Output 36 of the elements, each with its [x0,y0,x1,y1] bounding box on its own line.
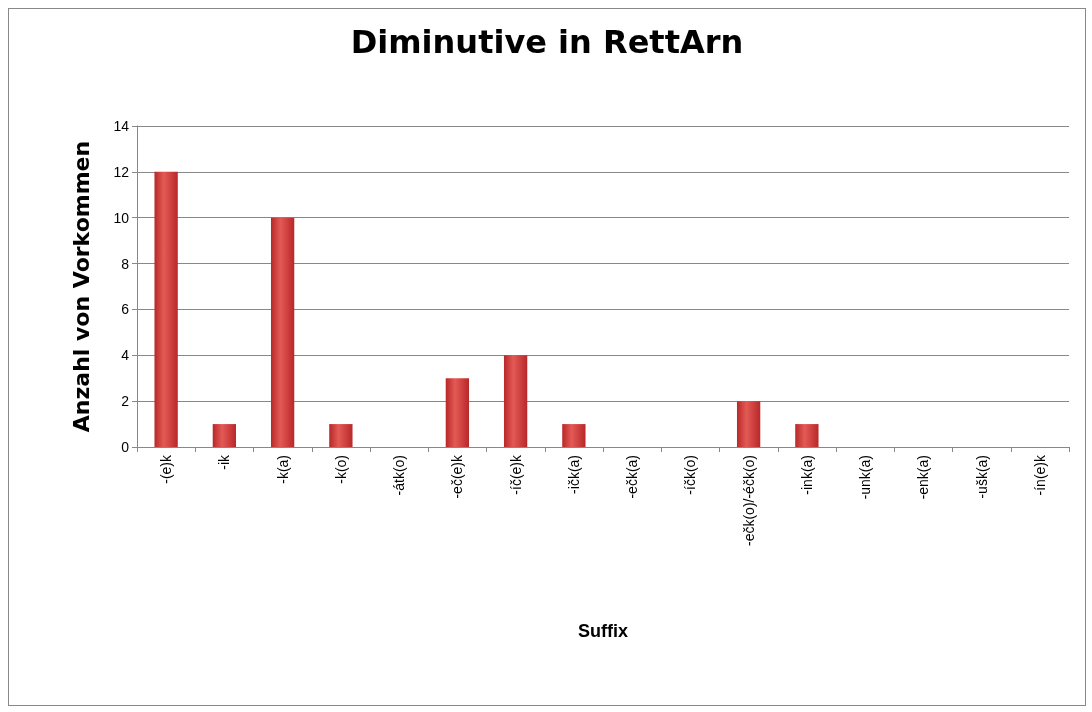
y-tick-label: 0 [121,439,130,455]
bar [445,378,470,447]
x-tick-label: -k(o) [332,455,349,484]
x-tick-label: -(e)k [158,454,175,484]
x-tick-label: -ečk(o)/-éčk(o) [740,455,757,547]
bar [270,217,295,447]
x-tick-label: -unk(a) [857,455,874,500]
bar [154,171,178,447]
x-tick-label: -ičk(a) [565,455,582,494]
x-tick-label: -enk(a) [915,455,932,500]
y-axis-title: Anzahl von Vorkommen [68,140,94,433]
y-tick-label: 12 [113,163,130,180]
bar [503,355,528,447]
bar [795,424,819,447]
x-tick-label: -k(a) [274,455,291,484]
y-tick-label: 2 [121,393,130,410]
y-tick-label: 14 [113,118,130,134]
bar [736,401,761,447]
bar [329,424,353,447]
x-tick-label: -átk(o) [391,455,408,496]
y-tick-label: 8 [121,255,130,272]
x-tick-label: -íčk(o) [682,455,699,495]
bar [212,424,237,447]
x-tick-label: -ečk(a) [624,455,641,499]
chart-title: Diminutive in RettArn [350,23,744,61]
y-tick-label: 6 [121,301,130,318]
bar [562,424,586,447]
x-tick-label: -ink(a) [798,455,815,495]
x-axis-title: Suffix [577,621,629,641]
x-tick-label: -ín(e)k [1031,454,1048,496]
y-tick-label: 4 [121,347,130,364]
x-tick-label: -ik [216,454,233,470]
x-tick-label: -íč(e)k [507,454,524,495]
x-tick-label: -ušk(a) [973,455,990,499]
x-tick-label: -eč(e)k [449,454,466,499]
y-tick-label: 10 [113,209,130,226]
